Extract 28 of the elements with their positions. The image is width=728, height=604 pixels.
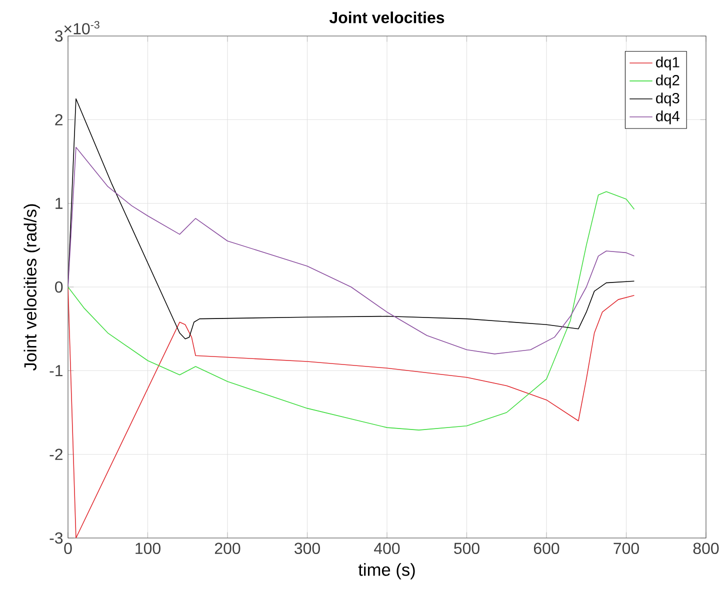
text: ×10$^{-3}$: [64, 21, 100, 34]
x-tick-label: 300: [294, 542, 320, 554]
y-tick-label: -2: [50, 448, 62, 460]
x-tick-label: 500: [454, 542, 480, 554]
line-series: [68, 98, 635, 340]
y-tick-label: 0: [55, 281, 63, 293]
legend-label: dq2: [656, 74, 680, 88]
y-tick-label: -1: [50, 365, 63, 376]
y-tick-label: 3: [55, 30, 63, 42]
x-axis-title: time (s): [358, 563, 415, 580]
y-tick-label: 1: [56, 198, 63, 209]
line-series: [68, 191, 635, 430]
x-tick-label: 0: [64, 542, 72, 554]
y-axis-title: Joint velocities (rad/s): [24, 204, 40, 371]
chart-title: Joint velocities: [329, 12, 444, 24]
x-tick-label: 600: [534, 542, 560, 554]
line-series: [68, 146, 635, 354]
y-tick-label: 2: [55, 114, 62, 126]
x-tick-label: 200: [214, 542, 240, 554]
legend-label: dq3: [656, 92, 680, 106]
x-tick-label: 100: [136, 542, 160, 554]
legend-label: dq1: [656, 56, 680, 70]
x-tick-label: 400: [374, 542, 400, 554]
line-series: [68, 286, 635, 538]
x-tick-label: 800: [693, 542, 719, 554]
y-tick-label: -3: [50, 532, 63, 544]
x-tick-label: 700: [614, 542, 639, 554]
legend-label: dq4: [656, 110, 680, 124]
